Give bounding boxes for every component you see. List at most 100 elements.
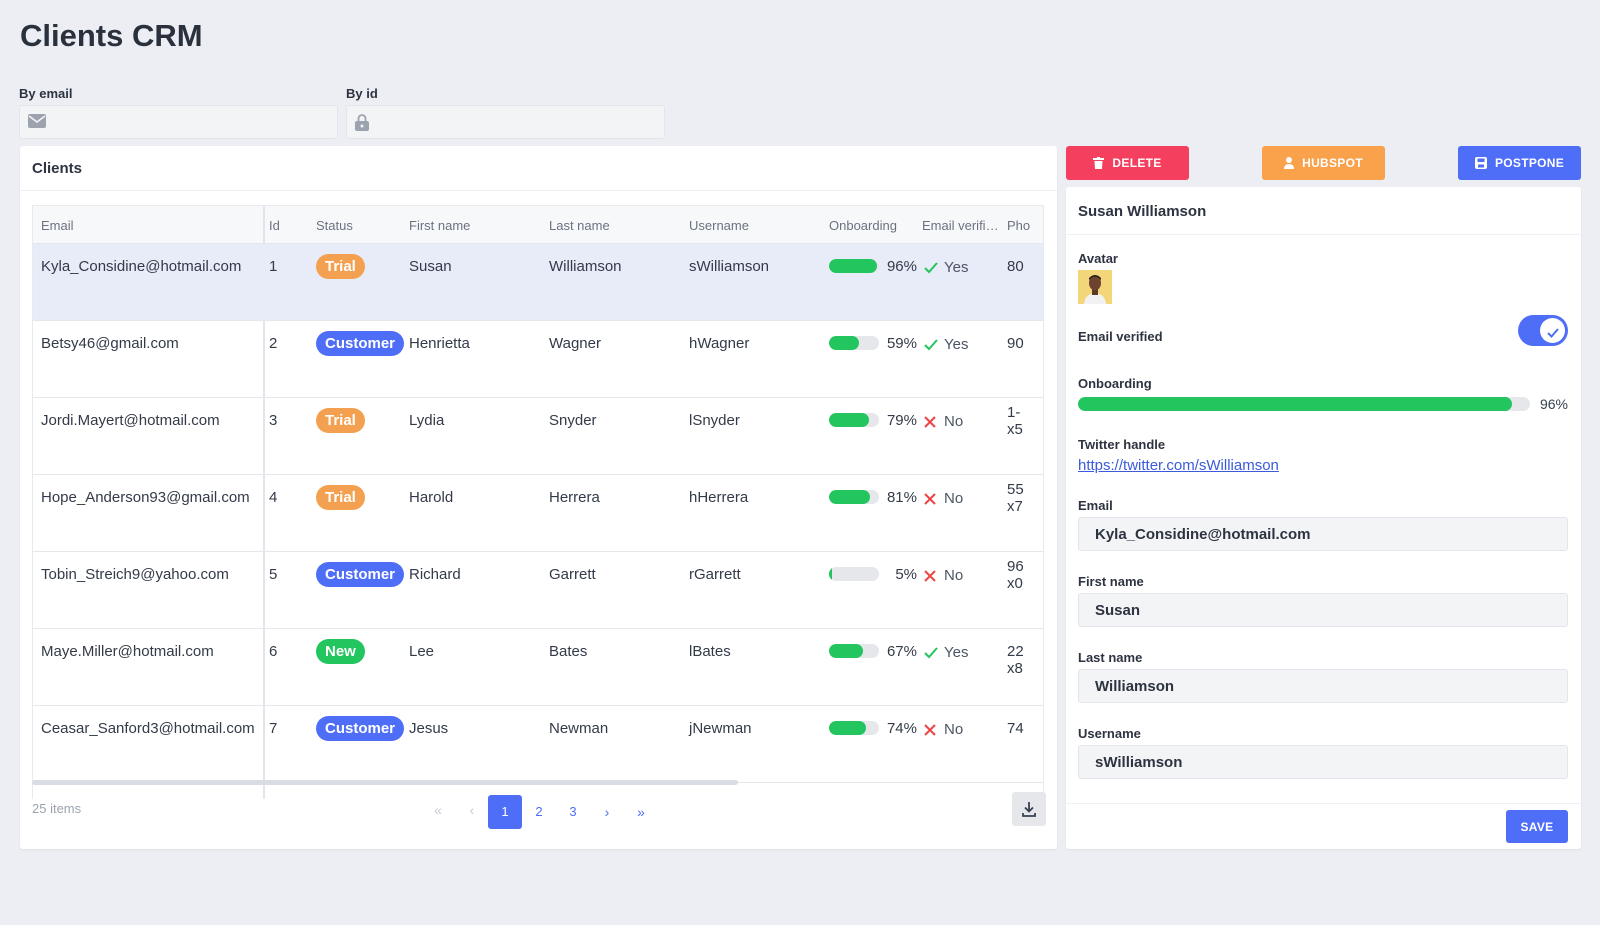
column-header: Status (316, 218, 353, 233)
page-title: Clients CRM (20, 18, 203, 53)
table-row[interactable]: Betsy46@gmail.com 2 Customer Henrietta Wagne… (33, 321, 1043, 398)
cell-first-name: Lydia (409, 412, 445, 429)
field-input[interactable]: Williamson (1078, 669, 1568, 703)
progress-bar (829, 490, 870, 504)
progress-bar (1078, 397, 1512, 411)
divider (1066, 234, 1581, 235)
page-nav[interactable]: » (637, 804, 645, 820)
cell-email: Betsy46@gmail.com (41, 335, 179, 352)
column-header: Email (41, 218, 74, 233)
toggle-check (1547, 325, 1559, 343)
table-row[interactable]: Kyla_Considine@hotmail.com 1 Trial Susan Wil… (33, 244, 1043, 321)
cell-first-name: Henrietta (409, 335, 470, 352)
cell-phone: 74 (1007, 720, 1024, 737)
panel-title: Clients (32, 160, 83, 177)
column-header: Username (689, 218, 749, 233)
status-badge: Customer (316, 331, 405, 356)
toggle-knob (1540, 318, 1565, 343)
cell-id: 7 (269, 720, 278, 737)
cell-phone: 1- x5 (1007, 404, 1023, 438)
field-input[interactable]: Susan (1078, 593, 1568, 627)
cell-email: Jordi.Mayert@hotmail.com (41, 412, 220, 429)
page-button[interactable]: 3 (569, 804, 577, 819)
cell-username: hWagner (689, 335, 750, 352)
scrollbar (32, 780, 738, 785)
page-button[interactable]: 1 (488, 795, 522, 829)
cell-id: 2 (269, 335, 278, 352)
cell-last-name: Garrett (549, 566, 596, 583)
field-label: Email (1078, 498, 1113, 513)
cell-last-name: Bates (549, 643, 588, 660)
table-row[interactable]: Jordi.Mayert@hotmail.com 3 Trial Lydia Snyde… (33, 398, 1043, 475)
verified-icon (924, 492, 936, 510)
progress-track (829, 259, 879, 273)
cell-email: Maye.Miller@hotmail.com (41, 643, 214, 660)
table-row[interactable]: Maye.Miller@hotmail.com 6 New Lee Bates lBate… (33, 629, 1043, 706)
verified-icon-svg (924, 647, 938, 659)
filter-input[interactable] (346, 105, 665, 139)
cell-phone: 55 x7 (1007, 481, 1024, 515)
filter-label: By email (19, 86, 73, 101)
column-header: Onboarding (829, 218, 897, 233)
action-button[interactable]: POSTPONE (1458, 146, 1581, 180)
cell-username: rGarrett (689, 566, 741, 583)
column-header: Pho (1007, 218, 1031, 233)
filter-input[interactable] (19, 105, 338, 139)
verified-icon-svg (924, 724, 936, 736)
action-button[interactable]: DELETE (1066, 146, 1189, 180)
cell-username: lSnyder (689, 412, 740, 429)
verified-icon-svg (924, 493, 936, 505)
progress-bar (829, 721, 866, 735)
table-row[interactable]: Tobin_Streich9@yahoo.com 5 Customer Richard… (33, 552, 1043, 629)
toggle[interactable] (1518, 315, 1568, 346)
verified-icon-svg (924, 416, 936, 428)
verified-label: Yes (944, 644, 969, 661)
column-header: Email verifi… (922, 218, 999, 233)
divider (1066, 803, 1581, 804)
verified-icon-svg (924, 339, 938, 351)
progress-label: 96% (1539, 396, 1568, 412)
field-input[interactable]: Kyla_Considine@hotmail.com (1078, 517, 1568, 551)
action-label: DELETE (1112, 156, 1162, 170)
filter-icon-svg (355, 114, 369, 131)
download-button[interactable] (1012, 792, 1046, 826)
progress-bar (829, 259, 877, 273)
table-header (33, 206, 1043, 244)
status-badge: Trial (316, 254, 365, 279)
onboarding-label: Onboarding (1078, 376, 1152, 391)
action-button[interactable]: HUBSPOT (1262, 146, 1385, 180)
progress-track (829, 413, 879, 427)
verified-icon (924, 338, 938, 356)
column-separator (263, 206, 265, 799)
progress-track (1078, 397, 1530, 411)
table-row[interactable]: Ceasar_Sanford3@hotmail.com 7 Customer Jesu… (33, 706, 1043, 783)
cell-email: Kyla_Considine@hotmail.com (41, 258, 242, 275)
verified-icon-svg (924, 570, 936, 582)
progress-label: 79% (886, 412, 917, 429)
cell-last-name: Snyder (549, 412, 597, 429)
cell-username: jNewman (689, 720, 752, 737)
table-row[interactable]: Hope_Anderson93@gmail.com 4 Trial Harold Her… (33, 475, 1043, 552)
table: Email Id Status First name Last name Username… (32, 205, 1044, 799)
cell-email: Tobin_Streich9@yahoo.com (41, 566, 229, 583)
page-nav[interactable]: « (434, 802, 442, 818)
page-nav[interactable]: ‹ (469, 802, 475, 818)
cell-first-name: Susan (409, 258, 452, 275)
avatar-label: Avatar (1078, 251, 1118, 266)
cell-phone: 80 (1007, 258, 1024, 275)
progress-label: 96% (886, 258, 917, 275)
action-label: POSTPONE (1494, 156, 1565, 170)
status-badge: Customer (316, 716, 405, 741)
progress-bar (829, 567, 832, 581)
cell-last-name: Wagner (549, 335, 601, 352)
field-input[interactable]: sWilliamson (1078, 745, 1568, 779)
page-button[interactable]: 2 (535, 804, 543, 819)
progress-track (829, 721, 879, 735)
save-button[interactable]: SAVE (1506, 810, 1568, 843)
twitter-link[interactable]: https://twitter.com/sWilliamson (1078, 457, 1279, 474)
items-count: 25 items (32, 801, 82, 816)
page-nav[interactable]: › (604, 804, 610, 820)
progress-track (829, 490, 879, 504)
progress-bar (829, 644, 863, 658)
